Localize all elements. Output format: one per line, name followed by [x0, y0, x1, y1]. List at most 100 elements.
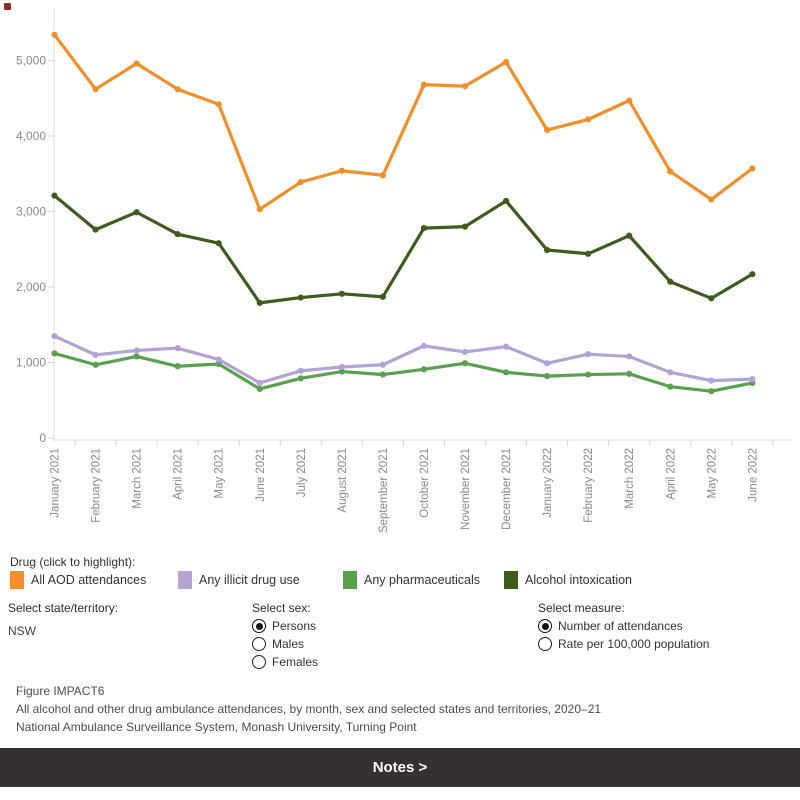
data-point[interactable] [256, 206, 263, 213]
data-point[interactable] [256, 385, 263, 393]
data-point[interactable] [544, 246, 551, 254]
radio-label: Females [272, 655, 319, 669]
data-point[interactable] [461, 348, 469, 356]
data-point[interactable] [585, 371, 592, 378]
data-point[interactable] [667, 278, 674, 285]
series-line-1[interactable] [52, 334, 754, 385]
data-point[interactable] [626, 232, 633, 239]
data-point[interactable] [667, 369, 674, 376]
legend-swatch [504, 571, 518, 589]
data-point[interactable] [626, 97, 633, 104]
radio-selected-icon[interactable] [252, 619, 266, 633]
x-tick-label: July 2021 [296, 448, 308, 497]
series-line-2[interactable] [52, 351, 754, 393]
data-point[interactable] [379, 172, 386, 179]
data-point[interactable] [338, 363, 345, 371]
data-point[interactable] [51, 350, 58, 357]
data-point[interactable] [174, 86, 181, 93]
data-point[interactable] [420, 81, 428, 88]
radio-option[interactable]: Number of attendances [538, 619, 709, 633]
data-point[interactable] [133, 347, 140, 354]
data-point[interactable] [297, 294, 304, 301]
data-point[interactable] [502, 197, 510, 205]
legend-item[interactable]: Alcohol intoxication [504, 570, 632, 590]
radio-option[interactable]: Males [252, 637, 318, 651]
legend-item[interactable]: Any pharmaceuticals [343, 570, 480, 590]
radio-unselected-icon[interactable] [252, 637, 266, 651]
data-point[interactable] [708, 295, 715, 302]
data-point[interactable] [174, 363, 181, 370]
data-point[interactable] [708, 388, 715, 395]
x-tick-label: September 2021 [378, 448, 390, 533]
data-point[interactable] [174, 345, 181, 352]
data-point[interactable] [708, 377, 715, 384]
data-point[interactable] [420, 366, 428, 373]
data-point[interactable] [626, 353, 633, 360]
data-point[interactable] [133, 209, 140, 216]
data-point[interactable] [215, 240, 222, 247]
data-point[interactable] [544, 126, 551, 134]
data-point[interactable] [256, 379, 263, 386]
state-select-value[interactable]: NSW [8, 624, 36, 638]
data-point[interactable] [297, 178, 304, 186]
data-point[interactable] [92, 226, 99, 233]
notes-button[interactable]: Notes > [0, 748, 800, 787]
radio-unselected-icon[interactable] [538, 637, 552, 651]
data-point[interactable] [174, 231, 181, 238]
data-point[interactable] [708, 196, 715, 203]
data-point[interactable] [379, 371, 386, 378]
data-point[interactable] [51, 192, 58, 199]
sex-select-label: Select sex: [252, 601, 311, 615]
data-point[interactable] [461, 360, 469, 367]
data-point[interactable] [461, 83, 469, 90]
data-point[interactable] [338, 368, 345, 375]
data-point[interactable] [338, 290, 345, 297]
data-point[interactable] [502, 343, 510, 350]
legend-item[interactable]: Any illicit drug use [178, 570, 300, 590]
data-point[interactable] [133, 60, 140, 67]
data-point[interactable] [215, 101, 222, 108]
figure-title: All alcohol and other drug ambulance att… [16, 702, 602, 716]
data-point[interactable] [215, 360, 222, 368]
data-point[interactable] [585, 116, 592, 123]
data-point[interactable] [544, 360, 551, 367]
data-point[interactable] [749, 165, 756, 172]
data-point[interactable] [92, 86, 99, 93]
data-point[interactable] [379, 361, 386, 368]
series-line-0[interactable] [52, 33, 754, 211]
data-point[interactable] [133, 353, 140, 360]
data-point[interactable] [461, 223, 469, 230]
data-point[interactable] [297, 375, 304, 382]
data-point[interactable] [420, 225, 428, 232]
radio-selected-icon[interactable] [538, 619, 552, 633]
data-point[interactable] [502, 369, 510, 376]
radio-unselected-icon[interactable] [252, 655, 266, 669]
data-point[interactable] [749, 271, 756, 278]
data-point[interactable] [502, 58, 510, 66]
radio-option[interactable]: Rate per 100,000 population [538, 637, 709, 651]
data-point[interactable] [51, 332, 58, 340]
data-point[interactable] [92, 361, 99, 368]
data-point[interactable] [420, 342, 428, 349]
data-point[interactable] [256, 299, 263, 306]
data-point[interactable] [585, 250, 592, 257]
data-point[interactable] [338, 167, 345, 174]
data-point[interactable] [626, 370, 633, 377]
data-point[interactable] [379, 293, 386, 300]
data-point[interactable] [51, 31, 58, 38]
data-point[interactable] [297, 367, 304, 374]
notes-button-label: Notes > [372, 759, 428, 776]
data-point[interactable] [92, 351, 99, 359]
radio-option[interactable]: Persons [252, 619, 318, 633]
data-point[interactable] [585, 351, 592, 358]
x-tick-label: June 2022 [747, 448, 759, 502]
radio-option[interactable]: Females [252, 655, 318, 669]
x-tick-label: January 2021 [50, 448, 62, 518]
data-point[interactable] [667, 168, 674, 175]
data-point[interactable] [215, 356, 222, 363]
data-point[interactable] [667, 383, 674, 390]
series-line-3[interactable] [52, 194, 754, 305]
legend-item[interactable]: All AOD attendances [10, 570, 146, 590]
data-point[interactable] [544, 372, 551, 380]
data-point[interactable] [749, 376, 756, 383]
